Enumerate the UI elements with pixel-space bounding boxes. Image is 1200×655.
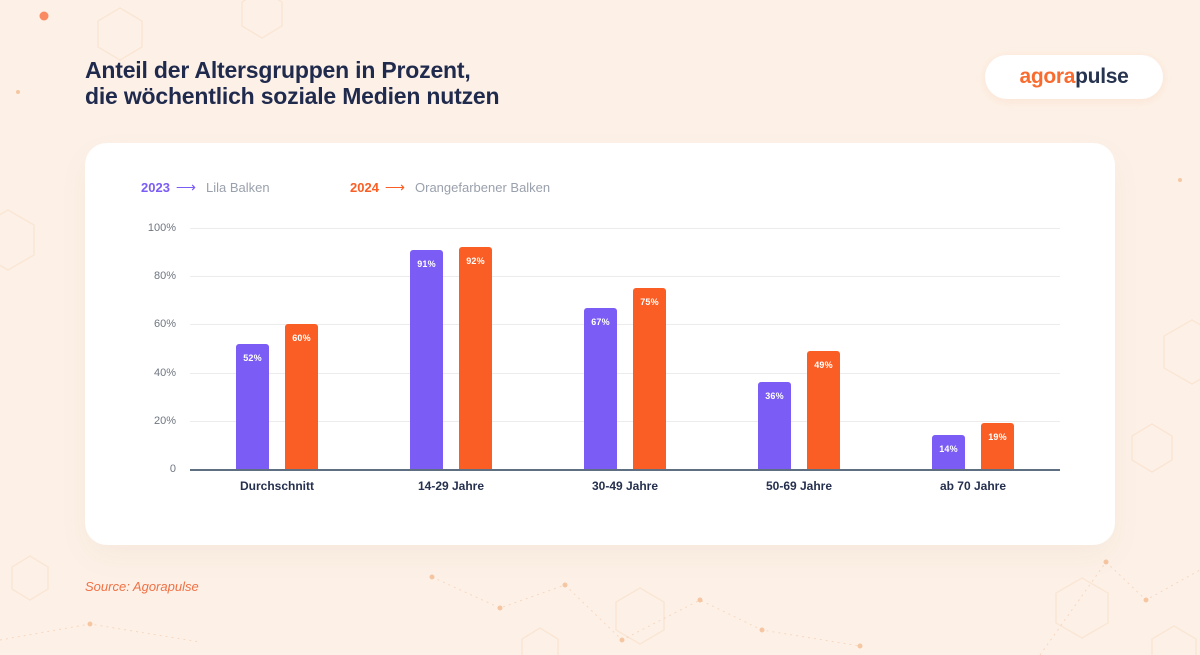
gridline-40 — [190, 372, 1060, 374]
chart-card: 2023 ⟶ Lila Balken 2024 ⟶ Orangefarbener… — [85, 143, 1115, 545]
bar-value-label: 36% — [765, 391, 784, 402]
bar-value-label: 75% — [640, 297, 659, 308]
gridline-60 — [190, 324, 1060, 326]
y-tick-label: 0 — [169, 463, 176, 475]
y-tick-label: 100% — [147, 222, 176, 234]
x-tick-label-1: Durchschnitt — [239, 479, 314, 493]
gridline-100 — [190, 228, 1060, 229]
logo-text-pulse: pulse — [1075, 65, 1129, 88]
y-tick-label: 60% — [153, 318, 176, 331]
bar-2024-4: 49% — [807, 350, 840, 469]
x-tick-label-3: 30-49 Jahre — [591, 479, 659, 493]
bar-value-label: 52% — [243, 352, 262, 363]
bar-2023-4: 36% — [758, 382, 791, 469]
legend-item-2023: 2023 ⟶ Lila Balken — [141, 179, 270, 196]
y-tick-label: 80% — [153, 270, 176, 283]
bar-value-label: 49% — [814, 359, 833, 370]
source-note: Source: Agorapulse — [85, 579, 199, 594]
bar-groups: 52% 60% 91% 92% 67% 75% 36% 49% 14% 19% — [190, 228, 1060, 469]
bar-2023-1: 52% — [236, 343, 269, 469]
bar-group-1: 52% 60% — [190, 228, 364, 469]
bar-2024-2: 92% — [459, 247, 492, 469]
bar-value-label: 60% — [292, 333, 311, 344]
legend-year-2023: 2023 — [141, 180, 170, 195]
x-tick-label-4: 50-69 Jahre — [765, 479, 833, 493]
bar-group-5: 14% 19% — [886, 228, 1060, 469]
legend-label-2023: Lila Balken — [206, 180, 270, 195]
y-tick-label: 20% — [153, 414, 176, 427]
bar-chart-plot: 100% 80% 60% 40% 20% 0 52% 60% 91% 92% 67% 75% 36% 4… — [148, 222, 1060, 493]
agorapulse-logo: agora pulse — [985, 55, 1163, 99]
arrow-right-icon: ⟶ — [384, 179, 405, 195]
page-title: Anteil der Altersgruppen in Prozent, die… — [85, 57, 500, 109]
bar-2024-5: 19% — [981, 423, 1014, 469]
gridline-20 — [190, 420, 1060, 422]
y-tick-label: 40% — [153, 366, 176, 379]
bar-value-label: 19% — [988, 432, 1007, 443]
bar-value-label: 91% — [417, 258, 436, 269]
bar-2024-1: 60% — [285, 324, 318, 469]
bar-group-3: 67% 75% — [538, 228, 712, 469]
page-title-line2: die wöchentlich soziale Medien nutzen — [85, 83, 500, 109]
bar-2023-5: 14% — [932, 435, 965, 469]
x-tick-label-5: ab 70 Jahre — [939, 479, 1007, 493]
gridline-80 — [190, 276, 1060, 278]
bar-2023-2: 91% — [410, 249, 443, 469]
page-title-line1: Anteil der Altersgruppen in Prozent, — [85, 57, 471, 83]
logo-text-agora: agora — [1019, 65, 1076, 88]
bar-value-label: 14% — [939, 444, 958, 455]
legend-label-2024: Orangefarbener Balken — [415, 180, 551, 195]
bar-2023-3: 67% — [584, 307, 617, 469]
x-axis-labels: Durchschnitt 14-29 Jahre 30-49 Jahre 50-69 … — [190, 479, 1060, 493]
legend-year-2024: 2024 — [350, 180, 379, 195]
bar-value-label: 67% — [591, 316, 610, 327]
x-tick-label-2: 14-29 Jahre — [417, 479, 485, 493]
bar-2024-3: 75% — [633, 288, 666, 469]
legend-item-2024: 2024 ⟶ Orangefarbener Balken — [350, 179, 550, 196]
arrow-right-icon: ⟶ — [175, 179, 196, 195]
bar-group-4: 36% 49% — [712, 228, 886, 469]
bar-group-2: 91% 92% — [364, 228, 538, 469]
bar-value-label: 92% — [466, 256, 485, 267]
